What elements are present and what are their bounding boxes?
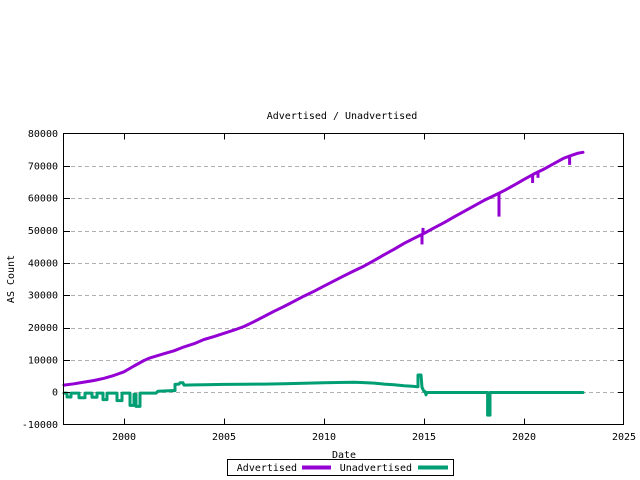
y-tick-label: -10000	[22, 420, 58, 431]
legend-label-unadvertised: Unadvertised	[340, 463, 412, 474]
x-tick-label: 2020	[512, 432, 536, 443]
x-tick-label: 2025	[612, 432, 636, 443]
y-tick-label: 30000	[28, 291, 58, 302]
legend-label-advertised: Advertised	[237, 463, 297, 474]
x-tick-label: 2000	[112, 432, 136, 443]
series-line-advertised	[62, 150, 585, 387]
y-tick-label: 60000	[28, 194, 58, 205]
x-tick-label: 2010	[312, 432, 336, 443]
y-axis-label: AS Count	[6, 255, 17, 303]
y-tick-label: 20000	[28, 323, 58, 334]
y-tick-label: 50000	[28, 226, 58, 237]
y-tick-label: 40000	[28, 258, 58, 269]
y-tick-label: 80000	[28, 129, 58, 140]
y-tick-label: 10000	[28, 355, 58, 366]
y-tick-label: 70000	[28, 161, 58, 172]
x-tick-label: 2005	[212, 432, 236, 443]
y-tick-label: 0	[52, 388, 58, 399]
series-line-unadvertised	[62, 373, 585, 417]
tick-layer	[64, 133, 624, 425]
series-layer	[62, 150, 585, 417]
legend-box	[227, 459, 454, 476]
x-tick-label: 2015	[412, 432, 436, 443]
legend: Advertised Unadvertised	[227, 459, 454, 476]
plot-border	[63, 133, 624, 425]
label-layer: -10000 0 10000 20000 30000 40000 50000 60000 700…	[22, 129, 636, 443]
x-axis-label: Date	[332, 450, 356, 461]
grid-layer	[64, 166, 624, 393]
chart-title: Advertised / Unadvertised	[267, 111, 418, 122]
